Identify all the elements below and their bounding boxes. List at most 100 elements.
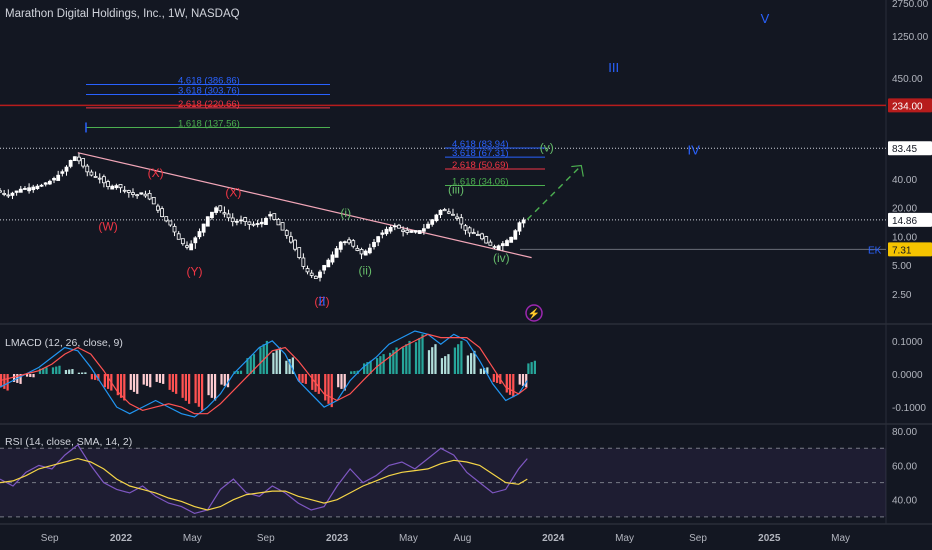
macd-histogram-bar (252, 354, 256, 374)
macd-indicator-label: LMACD (12, 26, close, 9) (5, 337, 123, 349)
macd-histogram-bar (482, 368, 486, 374)
macd-histogram-bar (29, 374, 32, 377)
candle-body (521, 219, 526, 224)
macd-histogram-bar (25, 374, 29, 377)
candle-body (210, 211, 214, 219)
candle-body (289, 236, 293, 243)
macd-pane[interactable] (0, 330, 537, 418)
descending-trendline[interactable] (77, 152, 532, 259)
macd-histogram-bar (508, 374, 512, 395)
candle-body (330, 254, 335, 263)
candle-body (318, 271, 322, 278)
macd-histogram-bar (184, 374, 188, 401)
macd-histogram-bar (278, 347, 282, 374)
macd-histogram-bar (301, 374, 304, 383)
macd-histogram-bar (145, 374, 149, 386)
candle-body (72, 156, 77, 162)
rsi-axis-tick: 80.00 (892, 427, 917, 438)
event-icon[interactable] (525, 304, 543, 322)
candle-body (513, 230, 518, 240)
macd-histogram-bar (223, 374, 226, 386)
macd-histogram-bar (175, 374, 178, 394)
macd-axis-tick: 0.0000 (892, 370, 923, 381)
candle-body (309, 272, 314, 276)
macd-histogram-bar (444, 356, 447, 374)
candle-body (6, 194, 11, 197)
axis-layer: 2750.00 1250.00 450.00 40.00 20.00 10.00 5.00 2… (41, 0, 932, 544)
time-axis-tick: May (399, 533, 418, 544)
rsi-axis-tick: 60.00 (892, 461, 917, 472)
macd-histogram-bar (525, 374, 528, 388)
macd-histogram-bar (136, 374, 139, 394)
macd-histogram-bar (512, 374, 515, 398)
candle-body (89, 171, 94, 176)
macd-histogram-bar (518, 374, 521, 385)
candle-body (505, 240, 509, 247)
candle-body (322, 265, 327, 271)
macd-histogram-bar (116, 374, 119, 396)
ek-tag-label: EK (868, 245, 882, 256)
candle-body (218, 205, 223, 212)
candle-body (297, 247, 302, 258)
price-axis-tick: 40.00 (892, 175, 917, 186)
time-axis-tick: 2023 (326, 533, 349, 544)
macd-histogram-bar (405, 344, 408, 374)
candle-body (276, 218, 281, 226)
fib-extension-label: 3.618 (67.31) (452, 148, 509, 159)
candle-body (268, 214, 273, 217)
candle-body (438, 209, 443, 216)
candle-body (376, 236, 381, 243)
candle-body (97, 177, 102, 180)
candle-body (226, 213, 231, 219)
macd-histogram-bar (311, 374, 314, 390)
macd-histogram-bar (285, 360, 288, 374)
macd-histogram-bar (19, 374, 22, 384)
candle-body (446, 211, 451, 214)
macd-histogram-bar (304, 374, 307, 384)
macd-histogram-bar (530, 362, 533, 374)
candle-body (272, 213, 277, 220)
rsi-pane[interactable] (0, 444, 886, 518)
fib-extension-label: 2.618 (220.66) (178, 99, 240, 110)
candle-body (334, 248, 339, 258)
candle-body (106, 181, 110, 188)
macd-axis-tick: -0.1000 (892, 403, 926, 414)
macd-histogram-bar (392, 350, 395, 374)
price-badge-label: 14.86 (892, 216, 917, 227)
price-axis-tick: 450.00 (892, 74, 923, 85)
macd-histogram-bar (505, 374, 508, 393)
candle-body (122, 189, 127, 192)
elliott-wave-label: V (761, 11, 770, 26)
candle-body (85, 165, 90, 173)
candle-body (380, 232, 385, 235)
time-axis-tick: 2022 (110, 533, 133, 544)
price-pane[interactable]: 4.618 (386.86)3.618 (303.76) 2.618 (220.6… (0, 11, 886, 322)
macd-histogram-bar (324, 374, 327, 401)
macd-histogram-bar (388, 352, 392, 374)
time-axis-tick: Sep (257, 533, 275, 544)
macd-histogram-bar (97, 374, 100, 381)
rsi-ma-line (0, 457, 528, 511)
macd-histogram-bar (343, 374, 346, 391)
candle-body (442, 209, 447, 212)
candle-body (363, 250, 368, 256)
elliott-wave-label: (X) (148, 166, 164, 180)
macd-histogram-bar (337, 374, 340, 388)
candle-body (164, 216, 169, 222)
elliott-wave-label: (X) (225, 186, 241, 200)
price-badge (888, 242, 932, 257)
macd-histogram-bar (317, 374, 320, 394)
candle-body (139, 192, 144, 195)
macd-histogram-bar (418, 338, 421, 374)
candle-body (126, 190, 131, 193)
fib-extension-label: 1.618 (137.56) (178, 118, 240, 129)
time-axis-tick: May (183, 533, 202, 544)
candle-body (384, 228, 389, 235)
candle-body (189, 243, 194, 251)
macd-histogram-bar (226, 374, 230, 388)
candle-body (114, 185, 119, 189)
fib-extension-label: 2.618 (50.69) (452, 160, 509, 171)
macd-histogram-bar (239, 370, 243, 374)
candle-body (401, 229, 406, 232)
fib-extension-label: 4.618 (83.94) (452, 139, 509, 150)
